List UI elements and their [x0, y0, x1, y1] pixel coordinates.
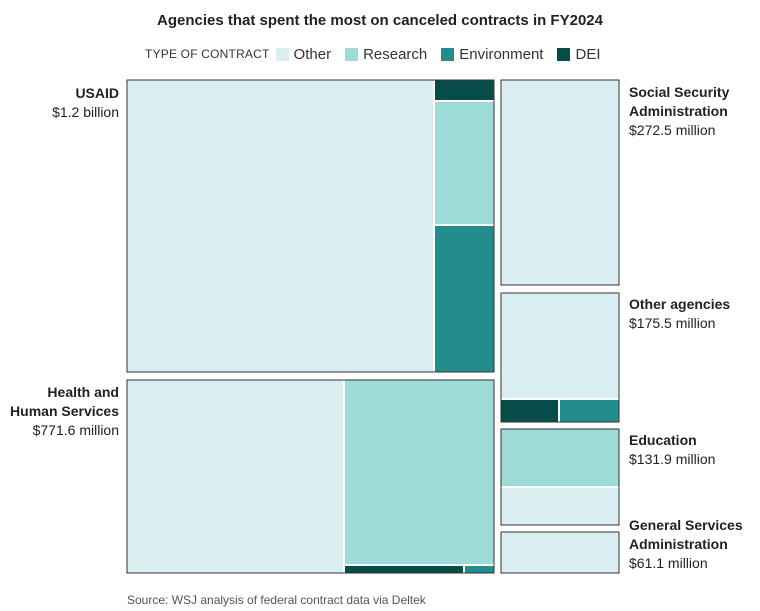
legend-swatch-other — [275, 47, 289, 61]
other-agencies-environment-cell — [559, 399, 619, 422]
tile-other-agencies — [500, 292, 620, 423]
education-other-cell — [501, 487, 619, 525]
other-agencies-border — [500, 292, 620, 423]
legend-item-other: Other — [275, 45, 332, 63]
other-agencies-other-cell — [501, 293, 619, 399]
label-hhs: Health and Human Services $771.6 million — [0, 383, 119, 440]
legend-title: TYPE OF CONTRACT — [145, 47, 270, 61]
usaid-environment-cell — [434, 225, 494, 372]
usaid-dei-cell — [434, 80, 494, 101]
label-other-agencies: Other agencies $175.5 million — [629, 295, 730, 333]
tile-ssa — [500, 79, 620, 286]
hhs-border — [126, 379, 495, 574]
label-gsa: General Services Administration $61.1 mi… — [629, 516, 743, 573]
tile-education — [500, 428, 620, 526]
legend-item-environment: Environment — [441, 46, 543, 63]
hhs-environment-cell — [464, 565, 494, 573]
label-usaid: USAID $1.2 billion — [0, 84, 119, 122]
label-education-value: $131.9 million — [629, 451, 716, 467]
tile-hhs — [126, 379, 495, 574]
legend-label-other: Other — [293, 45, 332, 63]
label-ssa: Social Security Administration $272.5 mi… — [629, 83, 729, 140]
label-other-agencies-name: Other agencies — [629, 296, 731, 312]
label-ssa-value: $272.5 million — [629, 122, 716, 138]
label-usaid-value: $1.2 billion — [52, 104, 119, 120]
legend: TYPE OF CONTRACT Other Research Environm… — [145, 44, 615, 64]
legend-item-research: Research — [345, 46, 427, 63]
legend-swatch-dei — [557, 47, 571, 61]
usaid-border — [126, 79, 495, 373]
usaid-research-cell — [434, 101, 494, 225]
hhs-other-cell — [127, 380, 344, 573]
label-gsa-name-line2: Administration — [629, 536, 728, 552]
source-note: Source: WSJ analysis of federal contract… — [127, 593, 426, 607]
label-usaid-name: USAID — [75, 85, 119, 101]
label-ssa-name-line1: Social Security — [629, 84, 730, 100]
chart-title: Agencies that spent the most on canceled… — [157, 12, 603, 29]
label-gsa-value: $61.1 million — [629, 555, 708, 571]
other-agencies-dei-cell — [501, 399, 559, 422]
label-hhs-name-line1: Health and — [47, 384, 119, 400]
legend-item-dei: DEI — [557, 45, 601, 63]
hhs-dei-cell — [344, 565, 464, 573]
label-ssa-name-line2: Administration — [629, 103, 728, 119]
usaid-other-cell — [127, 80, 434, 372]
label-other-agencies-value: $175.5 million — [629, 315, 716, 331]
hhs-research-cell — [344, 380, 494, 565]
label-gsa-name-line1: General Services — [629, 517, 743, 533]
ssa-other-cell — [500, 79, 620, 286]
label-education-name: Education — [629, 432, 697, 448]
gsa-other-cell — [500, 531, 620, 574]
legend-swatch-environment — [441, 47, 455, 61]
legend-swatch-research — [345, 47, 359, 61]
label-hhs-name-line2: Human Services — [10, 403, 119, 419]
label-education: Education $131.9 million — [629, 431, 715, 469]
tile-usaid — [126, 79, 495, 373]
legend-label-environment: Environment — [459, 45, 544, 63]
label-hhs-value: $771.6 million — [32, 422, 119, 438]
education-research-cell — [501, 429, 619, 487]
education-border — [500, 428, 620, 526]
tile-gsa — [500, 531, 620, 574]
legend-label-dei: DEI — [575, 45, 601, 63]
legend-label-research: Research — [363, 45, 428, 63]
